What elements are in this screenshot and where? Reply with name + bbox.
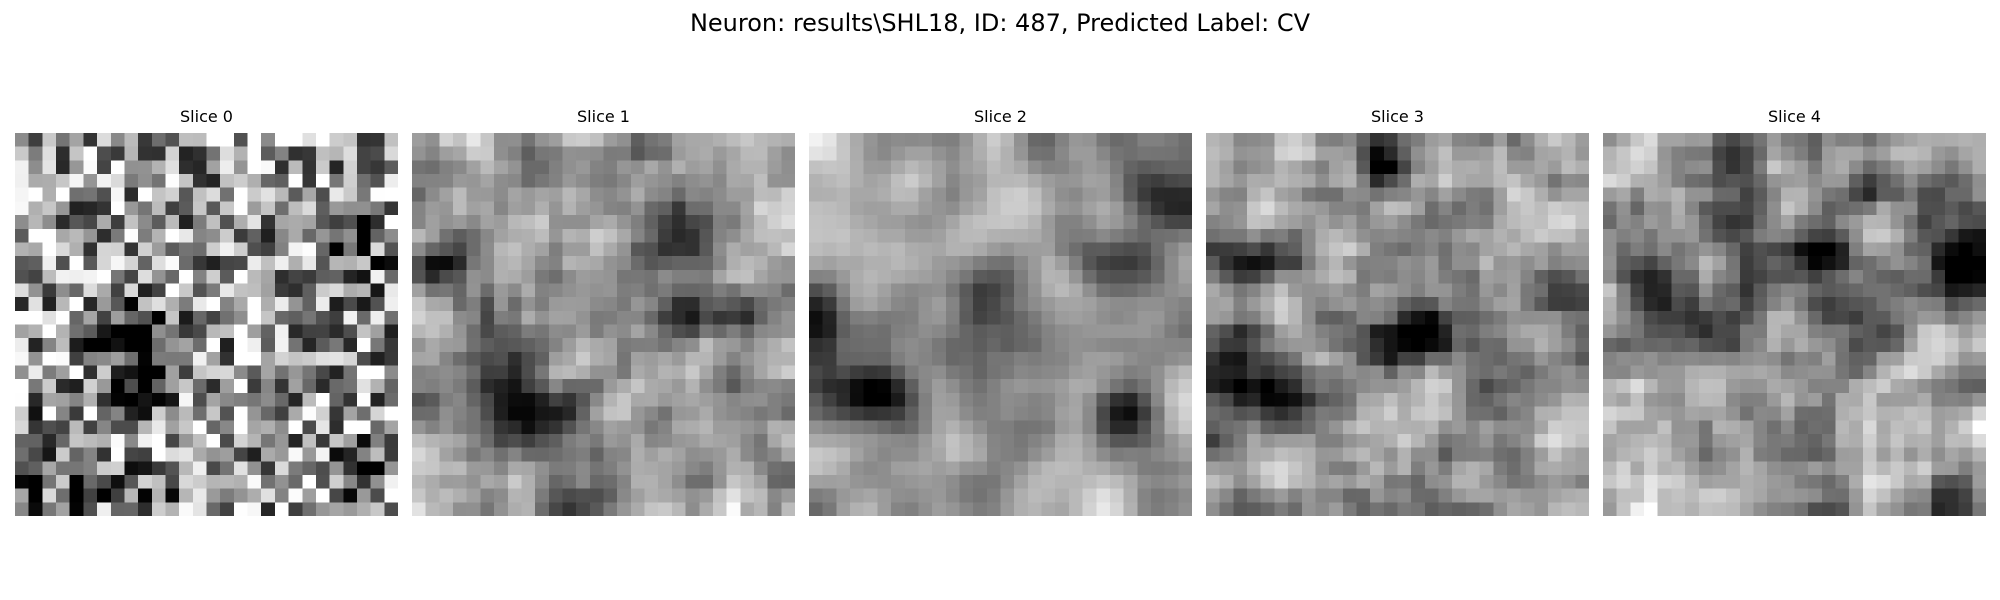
slice-title: Slice 3 [1371, 107, 1424, 126]
slice-panel-0: Slice 0 [15, 106, 398, 516]
slice-image [1206, 133, 1589, 516]
slice-image [412, 133, 795, 516]
slice-image [809, 133, 1192, 516]
slice-image [1603, 133, 1986, 516]
slice-title: Slice 0 [180, 107, 233, 126]
slice-title: Slice 4 [1768, 107, 1821, 126]
slice-panel-1: Slice 1 [412, 106, 795, 516]
slice-image [15, 133, 398, 516]
figure-title: Neuron: results\SHL18, ID: 487, Predicte… [689, 9, 1311, 37]
slice-panel-2: Slice 2 [809, 106, 1192, 516]
slice-panel-4: Slice 4 [1603, 106, 1986, 516]
slice-title: Slice 2 [974, 107, 1027, 126]
slice-panel-3: Slice 3 [1206, 106, 1589, 516]
slice-title: Slice 1 [577, 107, 630, 126]
